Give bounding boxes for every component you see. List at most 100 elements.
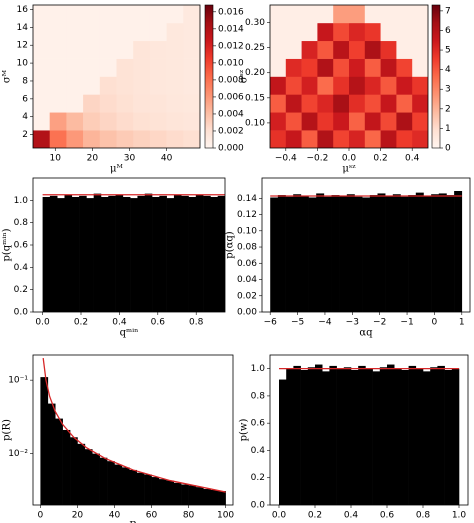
heatmap-cell — [33, 112, 50, 131]
plot-area — [42, 193, 225, 312]
bar — [308, 197, 317, 312]
heatmap-cell — [380, 40, 397, 59]
bar — [188, 485, 197, 505]
bar — [181, 484, 189, 505]
bar — [166, 480, 175, 505]
heatmap-cell — [99, 40, 117, 59]
x-axis-label: R — [129, 521, 137, 523]
bar — [354, 196, 363, 312]
heatmap-cell — [285, 130, 302, 148]
bar — [62, 429, 71, 505]
x-axis-label: μᴹ — [110, 164, 123, 175]
y-axis-label: p(w) — [239, 419, 250, 442]
bar — [115, 194, 124, 312]
bar — [392, 194, 401, 312]
heatmap-cell — [66, 22, 84, 42]
colorbar-tick-label: 0.010 — [218, 58, 244, 68]
y-axis-label: σᴹ — [2, 69, 13, 83]
bar — [451, 368, 460, 505]
fit-line — [42, 357, 226, 493]
heatmap-cell — [149, 130, 167, 148]
bar — [210, 490, 219, 505]
heatmap-cell — [66, 112, 84, 131]
x-tick-label: 0.6 — [151, 318, 166, 328]
x-tick-label: −0.4 — [275, 154, 297, 164]
bar — [277, 195, 286, 312]
heatmap-cell — [149, 5, 167, 24]
bar — [351, 370, 359, 505]
colorbar-tick-label: 7 — [445, 6, 451, 16]
heatmap-cell — [396, 76, 413, 95]
heatmap-cell — [317, 76, 334, 95]
heatmap-cell — [349, 22, 366, 42]
bar — [151, 477, 160, 505]
heatmap-cell — [183, 40, 200, 59]
heatmap-cell — [270, 58, 287, 77]
heatmap-cell — [412, 22, 428, 42]
bar — [159, 195, 167, 312]
y-tick-label: 0.02 — [237, 291, 257, 301]
heatmap-cell — [166, 22, 184, 42]
bar — [385, 195, 394, 312]
axes-frame — [261, 177, 471, 313]
heatmap-cell — [99, 76, 117, 95]
heatmap-cell — [66, 76, 84, 95]
x-tick-label: 0.0 — [342, 154, 357, 164]
plot-area — [279, 364, 460, 505]
y-axis-label: p(R) — [2, 419, 13, 441]
x-tick-label: 1 — [459, 318, 465, 328]
axes-frame — [32, 354, 234, 506]
x-tick-label: 20 — [87, 154, 99, 164]
bar — [93, 193, 102, 312]
y-tick-label: 0.06 — [237, 259, 257, 269]
y-axis-label: p(αq) — [225, 231, 236, 258]
bar — [454, 190, 463, 312]
x-tick-label: −3 — [346, 318, 359, 328]
colorbar-tick-label: 0.016 — [218, 7, 244, 17]
colorbar-tick-label: 1 — [445, 124, 451, 134]
heatmap-cell — [396, 22, 413, 42]
heatmap-cell — [317, 58, 334, 77]
heatmap-cell — [49, 130, 67, 148]
bar — [408, 365, 417, 505]
heatmap-cell — [349, 40, 366, 59]
bar — [343, 367, 352, 505]
colorbar-tick-label: 0.000 — [218, 144, 244, 154]
heatmap-cell — [396, 58, 413, 77]
bar — [137, 195, 146, 312]
bar — [217, 195, 225, 312]
x-tick-label: 20 — [72, 511, 84, 521]
heatmap-cell — [33, 5, 50, 24]
heatmap-cell — [364, 112, 381, 131]
y-tick-label: 0.04 — [237, 275, 257, 285]
bar — [408, 195, 417, 312]
bar — [365, 368, 373, 505]
x-tick-label: −0.2 — [306, 154, 328, 164]
y-tick-label: 12 — [17, 41, 28, 51]
heatmap-cell — [183, 112, 200, 131]
x-tick-label: 40 — [109, 511, 121, 521]
y-tick-label: 1.0 — [14, 196, 29, 206]
heatmap-cell — [333, 58, 350, 77]
heatmap-cell — [183, 58, 200, 77]
x-axis-label: αq — [359, 328, 373, 339]
colorbar-tick-label: 0.012 — [218, 41, 244, 51]
y-tick-label: 6 — [22, 94, 28, 104]
plot-area — [33, 5, 200, 148]
bar — [358, 365, 366, 505]
bar — [77, 443, 86, 505]
bar — [57, 198, 65, 312]
bar — [114, 464, 123, 505]
heatmap-cell — [99, 22, 117, 42]
bar — [71, 196, 80, 312]
bar — [49, 195, 58, 312]
heatmap-cell — [349, 5, 366, 24]
x-tick-label: 0.2 — [308, 511, 322, 521]
heatmap-cell — [301, 130, 318, 148]
y-tick-label: 0.6 — [14, 241, 29, 251]
y-tick-label: 1.0 — [251, 364, 266, 374]
bar — [218, 491, 226, 505]
bar — [129, 469, 138, 505]
heatmap-cell — [380, 22, 397, 42]
x-tick-label: 40 — [161, 154, 173, 164]
